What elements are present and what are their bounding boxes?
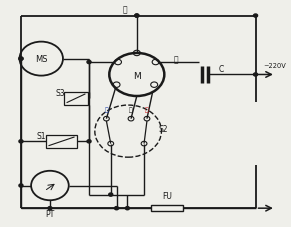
Text: S1: S1 — [36, 132, 46, 141]
FancyBboxPatch shape — [151, 205, 183, 211]
Text: S3: S3 — [55, 89, 65, 98]
Text: M: M — [133, 72, 141, 81]
Text: 灰: 灰 — [123, 5, 127, 14]
Text: 蓝: 蓝 — [104, 107, 108, 113]
Circle shape — [135, 15, 139, 18]
Circle shape — [253, 15, 258, 18]
Circle shape — [109, 193, 113, 196]
Circle shape — [19, 184, 23, 187]
Circle shape — [253, 74, 258, 77]
Circle shape — [135, 15, 139, 18]
Circle shape — [48, 207, 52, 210]
Text: 黄: 黄 — [174, 55, 178, 64]
Circle shape — [87, 140, 91, 143]
Circle shape — [19, 58, 23, 61]
Text: S2: S2 — [158, 125, 168, 134]
Text: 白: 白 — [129, 107, 133, 113]
Circle shape — [87, 61, 91, 64]
Text: C: C — [219, 65, 224, 74]
Circle shape — [109, 54, 164, 96]
Text: 红: 红 — [145, 107, 149, 113]
Circle shape — [19, 58, 23, 61]
Circle shape — [125, 207, 129, 210]
Text: MS: MS — [35, 55, 47, 64]
Text: PT: PT — [45, 210, 54, 218]
Text: ~220V: ~220V — [263, 63, 286, 69]
Circle shape — [115, 207, 118, 210]
Circle shape — [19, 140, 23, 143]
Text: FU: FU — [162, 191, 172, 200]
